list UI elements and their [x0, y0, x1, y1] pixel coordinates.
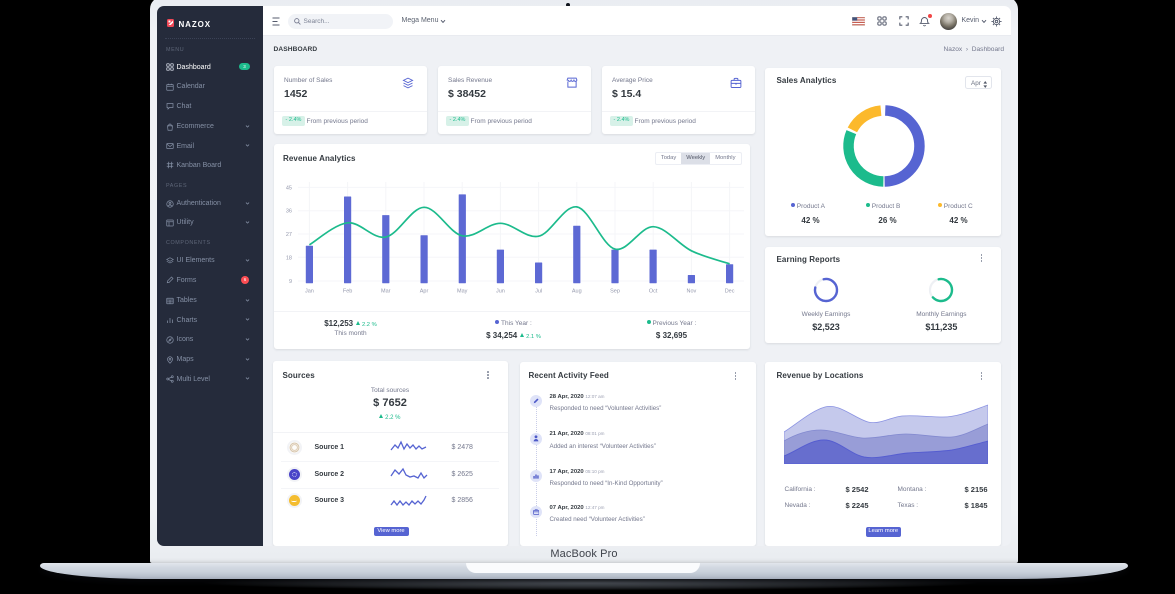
svg-text:Mar: Mar: [381, 289, 391, 295]
svg-text:Jul: Jul: [535, 289, 542, 295]
svg-text:45: 45: [285, 185, 291, 191]
svg-text:Apr: Apr: [419, 289, 428, 295]
svg-text:Jun: Jun: [495, 289, 504, 295]
svg-text:36: 36: [285, 209, 291, 215]
svg-text:27: 27: [285, 232, 291, 238]
svg-text:Sep: Sep: [610, 289, 620, 295]
svg-text:Feb: Feb: [342, 289, 351, 295]
svg-text:Oct: Oct: [648, 289, 657, 295]
svg-text:9: 9: [288, 279, 291, 285]
svg-text:18: 18: [285, 255, 291, 261]
svg-text:Aug: Aug: [571, 289, 581, 295]
svg-text:May: May: [457, 289, 468, 295]
svg-text:Jan: Jan: [304, 289, 313, 295]
svg-text:Dec: Dec: [724, 289, 734, 295]
svg-text:Nov: Nov: [686, 289, 696, 295]
